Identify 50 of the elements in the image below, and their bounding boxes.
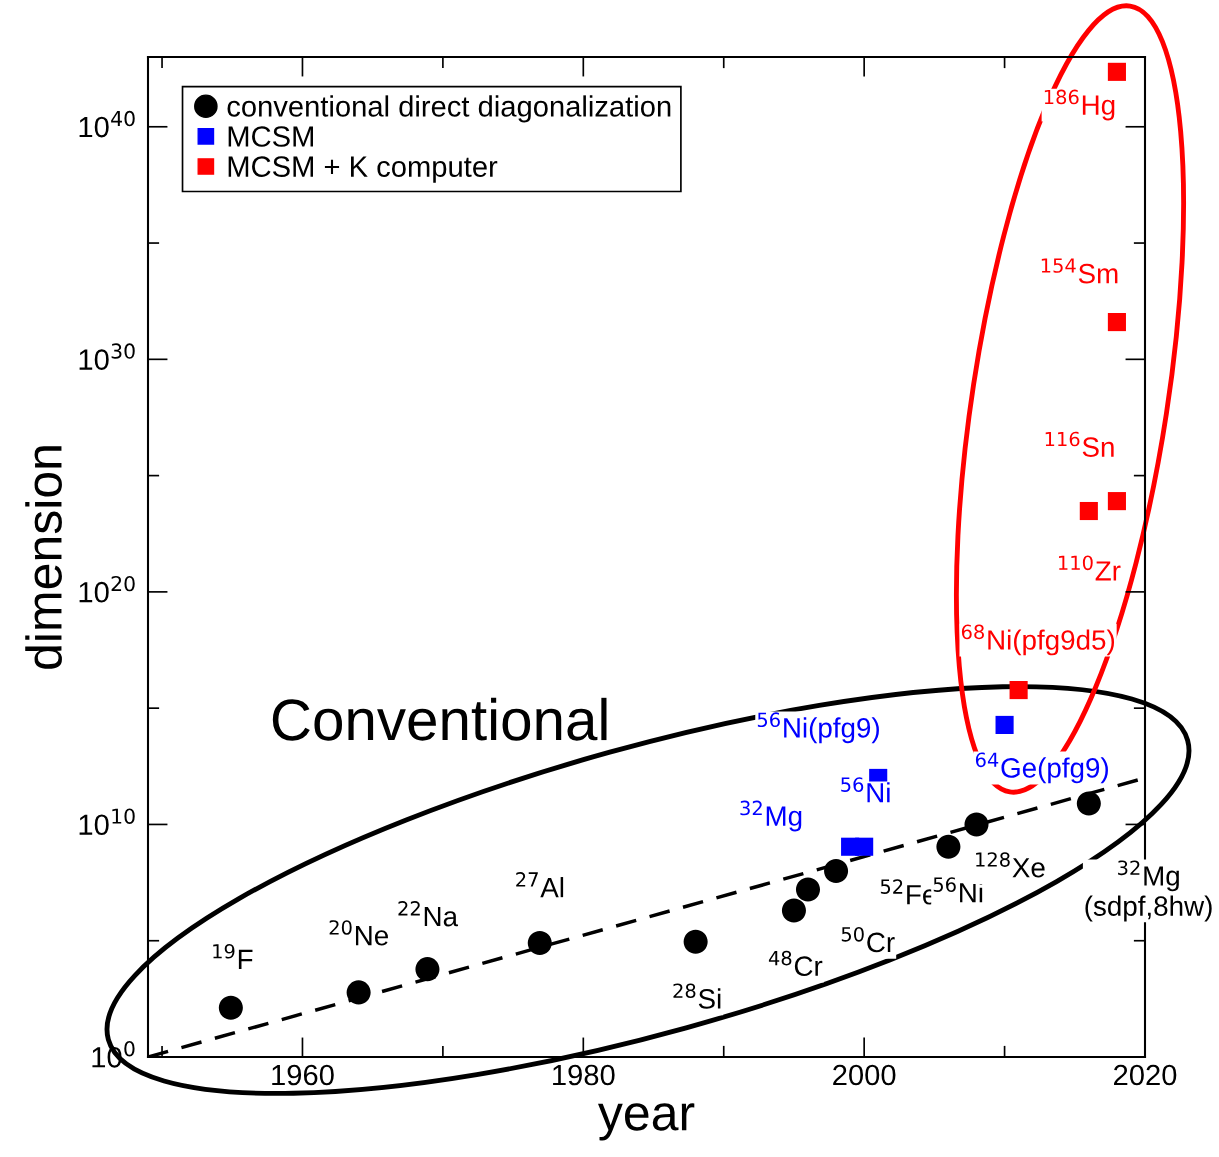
- annotation: $^{32}$Mg: [740, 800, 802, 832]
- x-axis-title: year: [598, 1103, 695, 1141]
- legend-label: MCSM: [228, 126, 313, 147]
- annotation: Conventional: [272, 697, 607, 741]
- annotation: $^{50}$Cr: [841, 926, 895, 953]
- point: [824, 858, 849, 883]
- point: [1107, 62, 1126, 81]
- annotation: $^{32}$Mg (sdpf,8hw): [1085, 860, 1212, 922]
- point: [1079, 501, 1098, 521]
- point: [855, 837, 874, 856]
- point: [1107, 313, 1126, 332]
- legend-label: conventional direct diagonalization: [227, 95, 671, 123]
- y-tick-label: 10$^{40}$: [79, 110, 135, 138]
- point: [936, 834, 961, 859]
- annotation: $^{19}$F: [213, 943, 253, 969]
- point: [218, 995, 243, 1020]
- annotation: $^{22}$Na: [398, 901, 459, 927]
- annotation: $^{64}$Ge(pfg9): [975, 752, 1108, 784]
- annotation: $^{56}$Ni(pfg9): [757, 712, 879, 744]
- x-tick-label: 1960: [272, 1064, 334, 1086]
- point: [683, 929, 708, 954]
- annotation: $^{128}$Xe: [976, 852, 1045, 878]
- point: [964, 812, 989, 837]
- annotation: $^{56}$Ni: [841, 777, 890, 803]
- point: [1107, 492, 1126, 511]
- annotation: $^{110}$Zr: [1059, 555, 1121, 581]
- y-tick-label: 10$^{20}$: [79, 575, 135, 603]
- y-axis-title: dimension: [25, 446, 62, 669]
- y-tick-label: 10$^{30}$: [79, 343, 135, 370]
- point: [1009, 681, 1028, 700]
- annotation: $^{186}$Hg: [1044, 89, 1115, 121]
- annotation: $^{48}$Cr: [768, 950, 823, 977]
- annotation: $^{28}$Si: [673, 983, 721, 1009]
- point: [346, 980, 371, 1005]
- annotation: $^{68}$Ni(pfg9d5): [961, 624, 1115, 656]
- x-tick-label: 2000: [833, 1064, 896, 1086]
- point: [795, 877, 821, 902]
- point: [1076, 791, 1101, 816]
- y-tick-label: 10$^{10}$: [79, 808, 135, 836]
- legend-label: MCSM + K computer: [228, 156, 498, 183]
- point: [415, 957, 440, 982]
- x-tick-label: 2020: [1114, 1064, 1177, 1086]
- point: [781, 898, 806, 923]
- annotation: $^{154}$Sm: [1041, 258, 1118, 284]
- point: [995, 715, 1014, 734]
- point: [527, 930, 552, 955]
- annotation: $^{27}$Al: [516, 872, 564, 898]
- annotation: $^{116}$Sn: [1045, 431, 1114, 457]
- annotation: $^{20}$Ne: [329, 920, 388, 946]
- x-tick-label: 1980: [553, 1064, 615, 1086]
